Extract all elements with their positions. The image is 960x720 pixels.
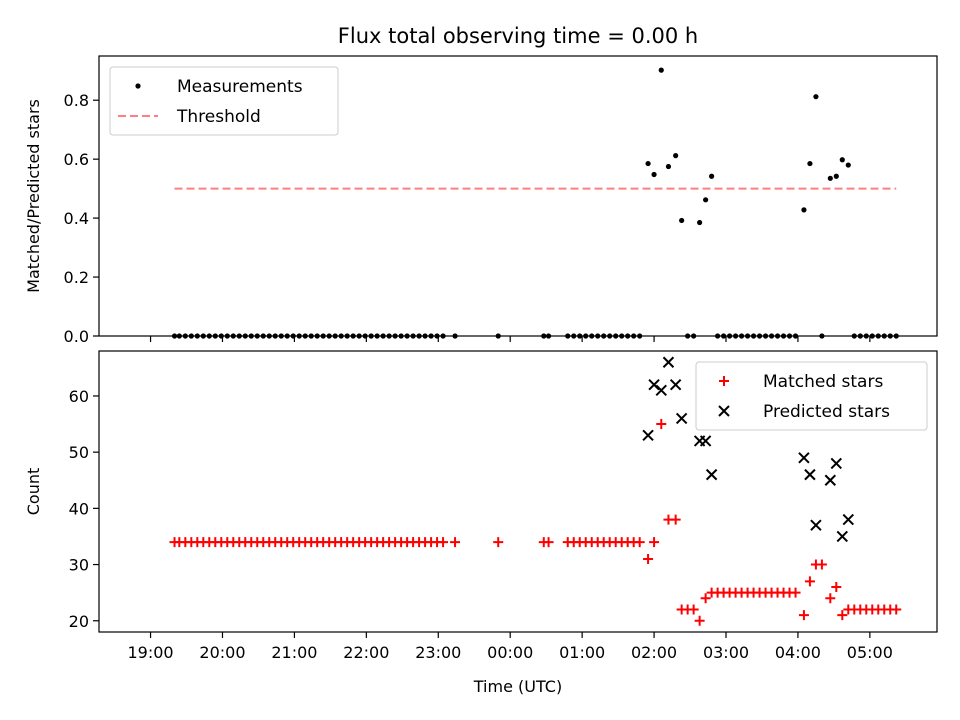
- measurement-point: [673, 153, 679, 159]
- bottom-panel: 20 30 40 50 60 19:00 20:00 21:00 22:00 23:00 00:00…: [24, 350, 938, 696]
- y-tick-label: 20: [69, 612, 89, 631]
- x-axis-label: Time (UTC): [473, 677, 562, 696]
- matched-star-point: [643, 553, 654, 564]
- predicted-star-point: [804, 468, 816, 481]
- measurement-point: [703, 197, 709, 203]
- measurement-point: [827, 175, 833, 181]
- y-tick-label: 0.8: [64, 91, 89, 110]
- matched-star-point: [790, 587, 801, 598]
- predicted-star-point: [836, 530, 848, 543]
- predicted-star-point: [655, 384, 667, 397]
- matched-star-point: [891, 604, 902, 615]
- predicted-star-point: [830, 457, 843, 470]
- y-tick-label: 0.4: [64, 209, 89, 228]
- measurement-point: [709, 173, 715, 179]
- matched-star-point: [634, 537, 645, 548]
- predicted-star-point: [699, 435, 712, 447]
- predicted-star-point: [648, 379, 660, 391]
- matched-star-point: [831, 582, 842, 593]
- predicted-star-point: [642, 429, 654, 442]
- matched-star-point: [700, 593, 711, 604]
- predicted-star-point: [662, 356, 675, 368]
- matched-star-point: [649, 537, 660, 548]
- matched-star-point: [804, 576, 815, 587]
- predicted-star-point: [824, 474, 837, 486]
- legend-label: Predicted stars: [763, 402, 890, 422]
- matched-star-point: [493, 537, 504, 548]
- legend-label: Measurements: [177, 77, 303, 97]
- predicted-star-point: [669, 379, 682, 391]
- top-panel: 0.0 0.2 0.4 0.6 0.8 Matched/Predicted stars Me…: [24, 55, 938, 346]
- matched-star-point: [825, 593, 836, 604]
- measurement-point: [665, 163, 672, 170]
- x-tick-label: 02:00: [631, 643, 677, 662]
- legend-frame: [109, 66, 339, 136]
- measurement-point: [833, 173, 839, 179]
- matched-star-point: [688, 604, 699, 615]
- predicted-star-point: [705, 468, 718, 481]
- legend: Matched stars Predicted stars: [695, 361, 928, 431]
- predicted-star-point: [842, 513, 854, 526]
- measurement-point: [807, 160, 813, 167]
- predicted-star-point: [810, 519, 822, 531]
- matched-star-point: [798, 610, 809, 621]
- y-axis-label: Matched/Predicted stars: [24, 99, 43, 293]
- matched-star-point: [450, 537, 461, 548]
- x-tick-label: 22:00: [343, 643, 389, 662]
- axes-frame: [98, 55, 938, 337]
- x-tick-label: 19:00: [127, 643, 173, 662]
- x-tick-label: 00:00: [487, 643, 533, 662]
- matched-star-point: [816, 559, 827, 570]
- chart-title: Flux total observing time = 0.00 h: [338, 24, 698, 48]
- y-axis-label: Count: [24, 468, 43, 516]
- matched-star-point: [670, 514, 681, 525]
- measurement-point: [679, 217, 685, 224]
- x-tick-label: 04:00: [775, 643, 821, 662]
- measurement-point: [839, 157, 845, 163]
- x-tick-label: 20:00: [199, 643, 245, 662]
- measurement-point: [845, 162, 851, 168]
- measurement-point: [651, 171, 657, 178]
- y-tick-label: 0.0: [64, 327, 89, 346]
- predicted-star-point: [675, 412, 688, 425]
- axes-frame: [98, 350, 938, 633]
- y-tick-label: 40: [69, 499, 89, 518]
- x-tick-label: 05:00: [847, 643, 893, 662]
- measurement-point: [658, 67, 664, 73]
- measurement-point: [645, 160, 651, 167]
- matched-star-point: [656, 419, 667, 430]
- matched-star-point: [438, 537, 449, 548]
- legend-x-swatch: [718, 405, 730, 417]
- legend-label: Threshold: [176, 107, 261, 127]
- measurement-point: [813, 94, 819, 100]
- legend-label: Matched stars: [763, 372, 883, 392]
- x-tick-label: 01:00: [559, 643, 605, 662]
- y-tick-label: 0.2: [64, 268, 89, 287]
- y-tick-label: 50: [69, 443, 89, 462]
- y-tick-label: 0.6: [64, 150, 89, 169]
- matched-star-point: [837, 610, 848, 621]
- legend-plus-swatch: [719, 376, 729, 386]
- legend-dot-swatch: [135, 83, 141, 89]
- y-tick-label: 60: [69, 387, 89, 406]
- legend: Measurements Threshold: [109, 66, 339, 136]
- legend-frame: [695, 361, 928, 431]
- measurement-point: [697, 219, 703, 226]
- x-tick-label: 21:00: [271, 643, 317, 662]
- x-tick-label: 03:00: [703, 643, 749, 662]
- y-tick-label: 30: [69, 556, 89, 575]
- matched-star-point: [543, 537, 554, 548]
- measurement-point: [801, 207, 807, 213]
- matched-star-point: [694, 615, 705, 626]
- predicted-star-point: [798, 452, 810, 464]
- x-tick-label: 23:00: [415, 643, 461, 662]
